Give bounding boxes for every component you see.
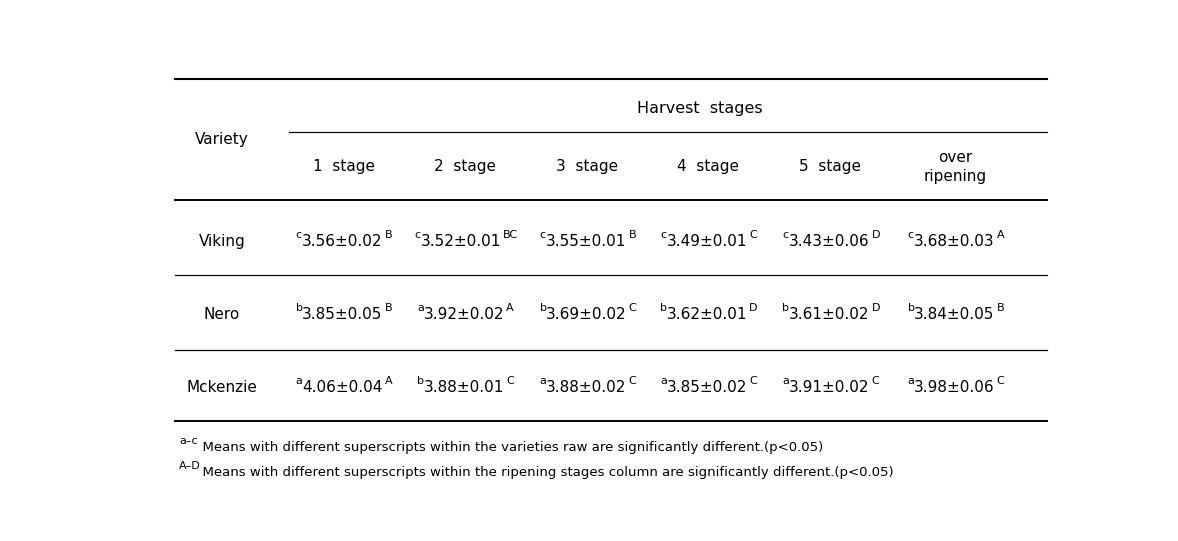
Text: Nero: Nero [204,307,240,322]
Text: Variety: Variety [196,133,249,147]
Text: 3.62±0.01: 3.62±0.01 [667,307,747,322]
Text: c: c [296,230,302,240]
Text: Viking: Viking [199,234,245,249]
Text: 3.61±0.02: 3.61±0.02 [789,307,869,322]
Text: 3.98±0.06: 3.98±0.06 [914,380,994,395]
Text: a: a [417,303,424,313]
Text: c: c [540,230,545,240]
Text: a–c: a–c [179,436,198,446]
Text: 3.85±0.05: 3.85±0.05 [303,307,383,322]
Text: 2  stage: 2 stage [434,160,496,175]
Text: 3.92±0.02: 3.92±0.02 [424,307,504,322]
Text: 3.68±0.03: 3.68±0.03 [914,234,994,249]
Text: A–D: A–D [179,461,201,471]
Text: 3.84±0.05: 3.84±0.05 [914,307,994,322]
Text: D: D [872,230,880,240]
Text: C: C [507,376,514,386]
Text: 3.88±0.02: 3.88±0.02 [547,380,627,395]
Text: B: B [997,303,1004,313]
Text: 3.91±0.02: 3.91±0.02 [789,380,869,395]
Text: b: b [417,376,424,386]
Text: b: b [296,303,303,313]
Text: C: C [749,376,756,386]
Text: b: b [660,303,667,313]
Text: B: B [385,230,392,240]
Text: 3.43±0.06: 3.43±0.06 [789,234,869,249]
Text: Harvest  stages: Harvest stages [637,101,762,116]
Text: 4.06±0.04: 4.06±0.04 [303,380,383,395]
Text: B: B [629,230,636,240]
Text: A: A [385,376,392,386]
Text: 3.69±0.02: 3.69±0.02 [547,307,627,322]
Text: a: a [782,376,789,386]
Text: 3.88±0.01: 3.88±0.01 [424,380,504,395]
Text: 3.85±0.02: 3.85±0.02 [667,380,747,395]
Text: C: C [749,230,756,240]
Text: A: A [997,230,1004,240]
Text: a: a [660,376,667,386]
Text: D: D [749,303,757,313]
Text: A: A [507,303,514,313]
Text: b: b [907,303,914,313]
Text: c: c [660,230,667,240]
Text: C: C [629,376,636,386]
Text: B: B [385,303,392,313]
Text: Mckenzie: Mckenzie [186,380,258,395]
Text: C: C [629,303,636,313]
Text: 3.49±0.01: 3.49±0.01 [667,234,747,249]
Text: c: c [413,230,421,240]
Text: Means with different superscripts within the varieties raw are significantly dif: Means with different superscripts within… [194,441,823,454]
Text: a: a [907,376,914,386]
Text: 1  stage: 1 stage [312,160,375,175]
Text: a: a [540,376,547,386]
Text: Means with different superscripts within the ripening stages column are signific: Means with different superscripts within… [194,466,894,479]
Text: 4  stage: 4 stage [677,160,739,175]
Text: b: b [782,303,789,313]
Text: 5  stage: 5 stage [799,160,861,175]
Text: 3.55±0.01: 3.55±0.01 [547,234,627,249]
Text: 3.56±0.02: 3.56±0.02 [303,234,383,249]
Text: BC: BC [503,230,518,240]
Text: 3  stage: 3 stage [556,160,618,175]
Text: over
ripening: over ripening [924,150,987,184]
Text: c: c [907,230,914,240]
Text: b: b [540,303,547,313]
Text: C: C [872,376,879,386]
Text: a: a [296,376,303,386]
Text: 3.52±0.01: 3.52±0.01 [421,234,501,249]
Text: D: D [872,303,880,313]
Text: C: C [997,376,1004,386]
Text: c: c [782,230,788,240]
